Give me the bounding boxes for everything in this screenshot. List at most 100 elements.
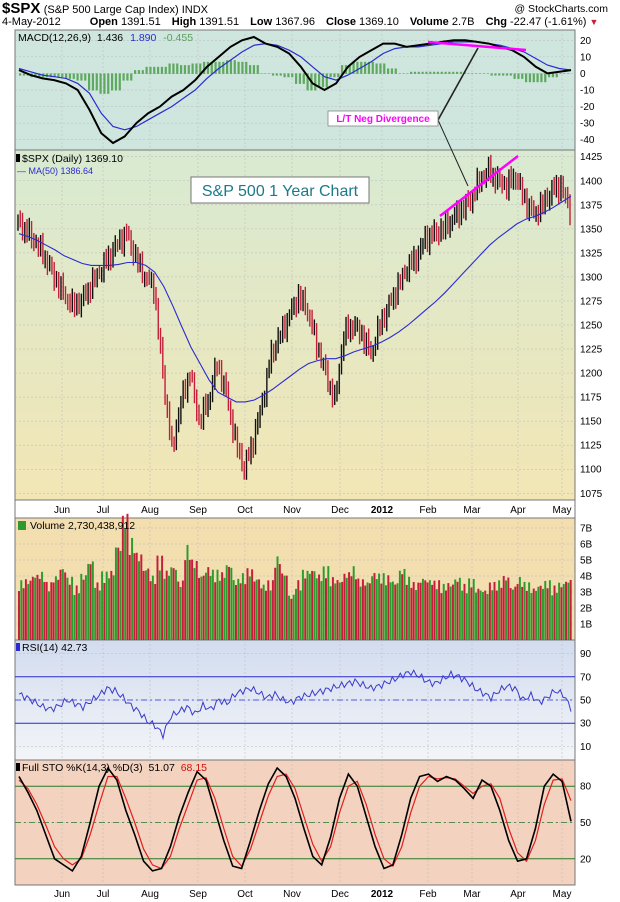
macd-histogram-bar xyxy=(130,73,133,81)
volume-bar xyxy=(447,583,450,640)
xaxis-label: Aug xyxy=(141,505,159,516)
ytick-label: 4B xyxy=(580,572,593,583)
volume-bar xyxy=(195,561,198,640)
macd-histogram-bar xyxy=(367,61,371,74)
ytick-label: 20 xyxy=(580,854,592,865)
ytick-label: 1425 xyxy=(580,152,603,163)
macd-histogram-bar xyxy=(421,71,424,74)
header-volume: Volume 2.7B xyxy=(410,16,475,28)
macd-histogram-bar xyxy=(413,71,417,74)
macd-histogram-bar xyxy=(295,73,298,84)
xaxis-label: Sep xyxy=(189,505,207,516)
volume-bar xyxy=(209,575,212,640)
chart-title-box: S&P 500 1 Year Chart xyxy=(190,176,370,204)
volume-bar xyxy=(396,583,399,640)
volume-bar xyxy=(301,569,304,640)
volume-bar xyxy=(532,588,535,640)
macd-histogram-bar xyxy=(425,71,428,74)
macd-histogram-bar xyxy=(298,73,302,84)
volume-bar xyxy=(267,580,270,640)
macd-histogram-bar xyxy=(467,73,470,74)
volume-bar xyxy=(509,588,512,640)
volume-bar xyxy=(216,569,219,640)
volume-bar xyxy=(486,593,489,640)
macd-legend: MACD(12,26,9) 1.436 1.890 -0.455 xyxy=(18,32,193,44)
volume-bar xyxy=(202,575,205,640)
volume-bar xyxy=(378,573,381,640)
volume-bar xyxy=(424,580,427,640)
volume-bar xyxy=(442,583,445,640)
volume-bar xyxy=(500,587,503,640)
volume-bar xyxy=(84,575,87,640)
macd-histogram-bar xyxy=(206,61,210,74)
volume-bar xyxy=(82,579,85,640)
volume-bar xyxy=(403,568,406,640)
volume-bar xyxy=(375,579,378,640)
volume-bar xyxy=(34,577,37,640)
macd-histogram-bar xyxy=(540,73,543,83)
macd-histogram-bar xyxy=(275,73,279,76)
ytick-label: 1100 xyxy=(580,465,602,476)
macd-histogram-bar xyxy=(141,70,144,74)
macd-histogram-bar xyxy=(199,63,202,74)
macd-histogram-bar xyxy=(398,73,401,74)
macd-histogram-bar xyxy=(521,73,524,79)
macd-histogram-bar xyxy=(410,71,413,74)
volume-bar xyxy=(131,537,134,640)
volume-bar xyxy=(350,576,353,640)
volume-bar xyxy=(394,584,397,640)
header-symbol: $SPX xyxy=(2,0,41,17)
macd-histogram-bar xyxy=(352,61,355,74)
volume-bar xyxy=(329,586,332,640)
macd-histogram-bar xyxy=(502,73,505,76)
volume-bar xyxy=(560,587,563,640)
macd-histogram-bar xyxy=(318,73,321,88)
xaxis-label-bottom: May xyxy=(553,889,572,900)
ytick-label: 10 xyxy=(580,742,592,753)
volume-bar xyxy=(239,583,242,640)
volume-bar xyxy=(174,569,177,640)
divergence-pointer-down xyxy=(437,119,469,187)
volume-bar xyxy=(456,581,459,640)
xaxis-label: Apr xyxy=(510,505,526,516)
volume-bar xyxy=(264,590,267,640)
volume-bar xyxy=(274,567,277,640)
volume-bar xyxy=(431,584,434,640)
macd-histogram-bar xyxy=(448,71,451,74)
volume-bar xyxy=(191,559,194,640)
macd-histogram-bar xyxy=(375,63,378,74)
volume-bar xyxy=(135,552,138,640)
volume-bar xyxy=(41,571,44,640)
header-high: High 1391.51 xyxy=(172,16,239,28)
macd-histogram-bar xyxy=(337,73,340,78)
header-quote-row: 4-May-2012 Open 1391.51 High 1391.51 Low… xyxy=(2,16,598,28)
volume-bar xyxy=(117,547,120,640)
macd-histogram-bar xyxy=(72,73,75,79)
xaxis-label-bottom: Nov xyxy=(283,889,301,900)
macd-histogram-bar xyxy=(149,66,152,74)
volume-bar xyxy=(269,590,272,640)
volume-bar xyxy=(484,590,487,640)
volume-bar xyxy=(80,573,83,640)
macd-histogram-bar xyxy=(532,73,535,83)
volume-bar xyxy=(401,574,404,640)
macd-histogram-bar xyxy=(387,68,390,74)
volume-bar xyxy=(20,580,23,640)
macd-histogram-bar xyxy=(371,61,374,74)
macd-histogram-bar xyxy=(551,73,555,78)
macd-histogram-bar xyxy=(509,73,512,76)
macd-histogram-bar xyxy=(76,73,79,81)
xaxis-label-bottom: Apr xyxy=(510,889,526,900)
volume-bar xyxy=(364,585,367,640)
volume-bar xyxy=(366,582,369,640)
macd-histogram-bar xyxy=(548,73,551,78)
volume-bar xyxy=(101,571,104,640)
volume-bar xyxy=(103,582,106,640)
volume-bar xyxy=(463,583,466,640)
xaxis-label: Feb xyxy=(419,505,437,516)
macd-histogram-bar xyxy=(214,61,217,74)
volume-bar xyxy=(468,578,471,640)
ytick-label: 1325 xyxy=(580,248,603,259)
volume-bar xyxy=(382,573,385,640)
macd-histogram-bar xyxy=(486,73,489,74)
